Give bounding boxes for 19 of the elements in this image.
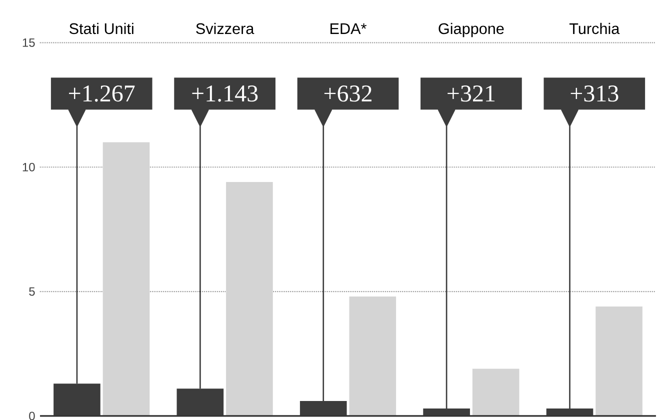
x-tick-label: Svizzera — [196, 22, 254, 34]
x-tick-label: Stati Uniti — [69, 22, 134, 34]
annotation: +632 — [324, 86, 372, 102]
bar — [472, 368, 520, 416]
x-tick-label: Turchia — [569, 22, 620, 34]
y-tick-label: 0 — [29, 412, 35, 420]
y-tick-label: 10 — [22, 162, 35, 172]
x-tick-label: EDA* — [330, 23, 367, 34]
x-tick-label: Giappone — [438, 22, 504, 38]
annotation: +1.267 — [69, 85, 135, 102]
annotation: +313 — [570, 86, 618, 102]
bar — [102, 142, 150, 416]
bar — [349, 296, 396, 416]
annotation: +1.143 — [192, 85, 258, 102]
bar — [226, 182, 273, 416]
y-tick-label: 15 — [22, 38, 35, 47]
y-tick-label: 5 — [29, 287, 35, 296]
bar — [596, 306, 642, 416]
annotation: +321 — [448, 86, 495, 102]
